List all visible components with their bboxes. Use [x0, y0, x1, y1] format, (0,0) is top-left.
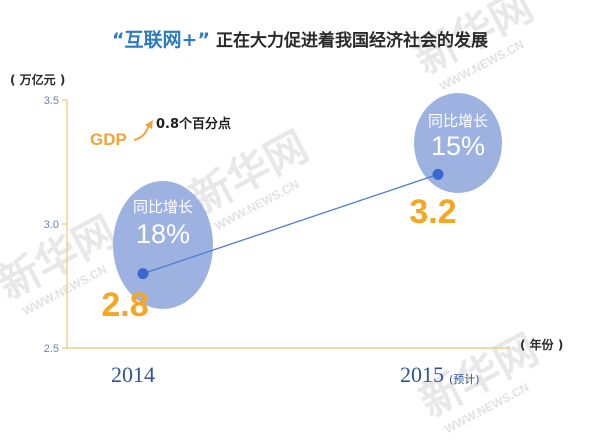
series-line	[142, 173, 439, 275]
chart-title: “互联网+” 正在大力促进着我国经济社会的发展	[112, 29, 488, 51]
axes: 2.5 3.0 3.5	[44, 95, 510, 355]
y-tick-label: 2.5	[44, 343, 59, 355]
bubble-percent: 18%	[136, 219, 190, 249]
x-tick-label: 2015	[400, 362, 444, 387]
y-tick-label: 3.0	[44, 219, 59, 231]
gdp-annotation-text: 0.8个百分点	[156, 116, 231, 132]
x-tick-labels: 2014 2015 (预计)	[111, 362, 480, 387]
series	[137, 168, 444, 280]
growth-bubble	[414, 93, 502, 193]
x-tick-note: (预计)	[449, 373, 480, 386]
gdp-arrow	[133, 123, 150, 141]
bubble-label: 同比增长	[428, 112, 488, 130]
value-label: 3.2	[409, 193, 456, 231]
gdp-annotation: GDP 0.8个百分点	[90, 116, 231, 149]
bubble-percent: 15%	[431, 131, 485, 161]
x-tick-label: 2014	[111, 362, 155, 387]
value-labels: 2.8 3.2	[101, 193, 456, 324]
x-axis-unit: ( 年份 )	[520, 337, 563, 352]
gdp-label: GDP	[90, 130, 127, 149]
gdp-arrow-head	[145, 120, 153, 129]
y-axis-unit: ( 万亿元 )	[10, 72, 65, 87]
chart-title-quoted: “互联网+”	[112, 29, 210, 51]
chart-title-rest: 正在大力促进着我国经济社会的发展	[216, 30, 488, 51]
y-tick-label: 3.5	[44, 95, 59, 107]
data-point	[432, 168, 444, 180]
value-label: 2.8	[101, 286, 148, 324]
growth-bubble	[113, 181, 213, 309]
bubble-label: 同比增长	[133, 198, 193, 216]
data-point	[137, 268, 149, 280]
